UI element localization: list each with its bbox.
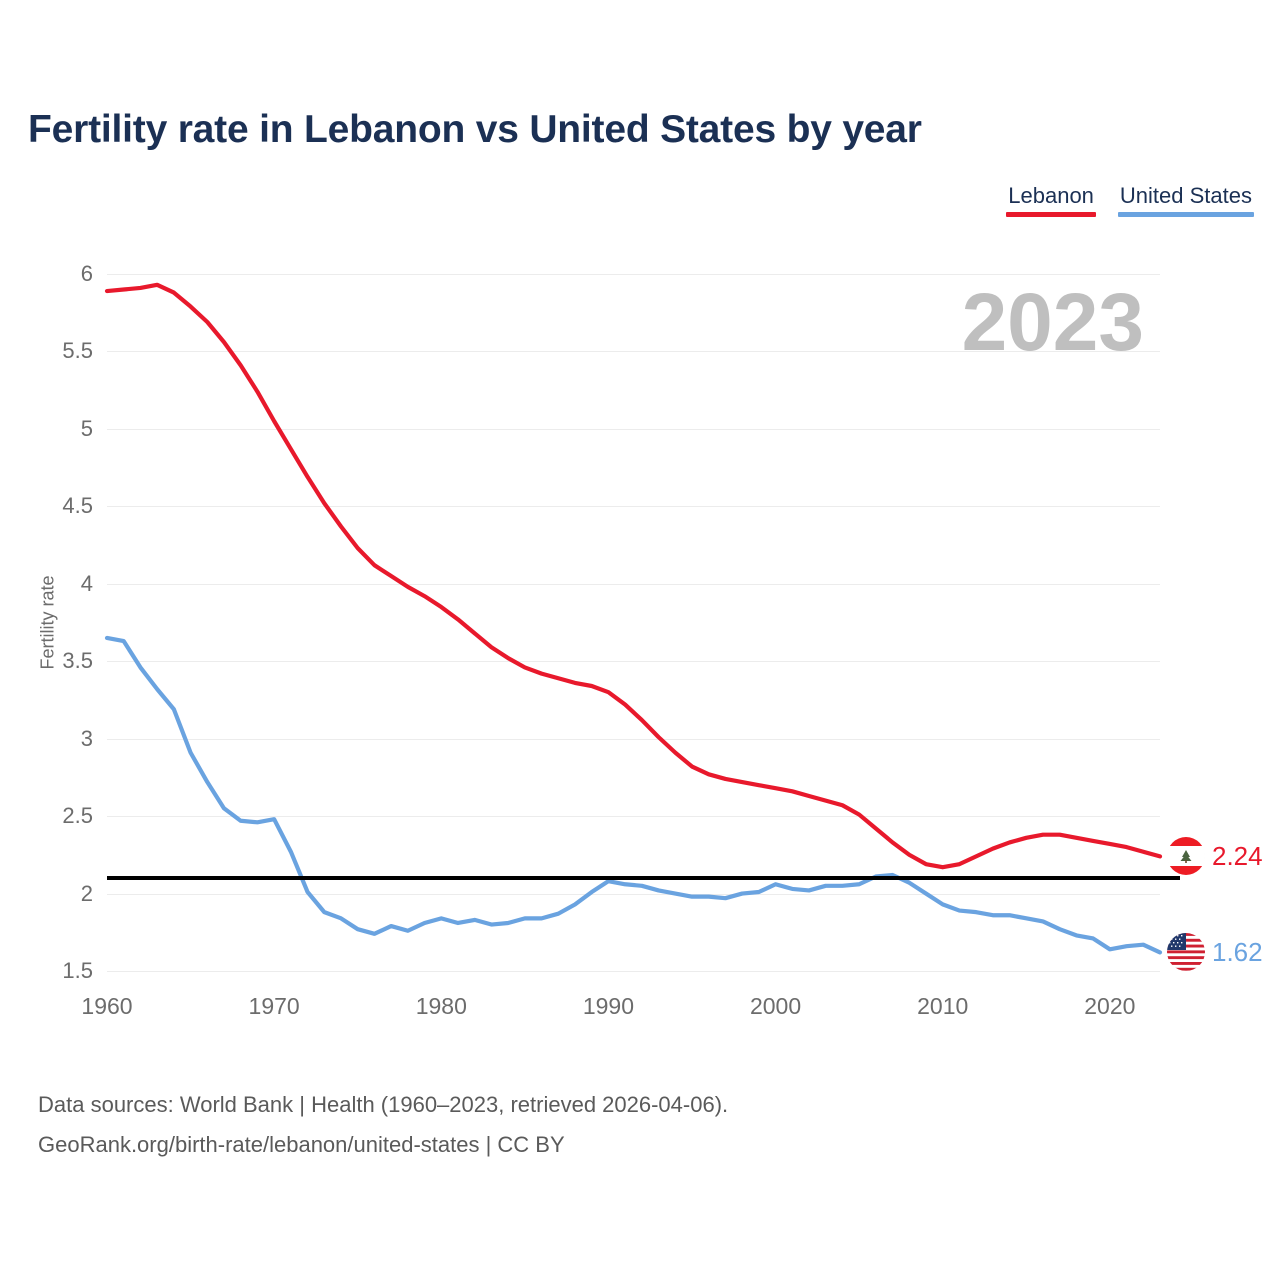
y-tick-label: 2.5 xyxy=(62,803,93,829)
x-tick-label: 1990 xyxy=(582,993,635,1019)
series-line-united-states xyxy=(104,635,1163,955)
y-tick-label: 1.5 xyxy=(62,958,93,983)
united-states-flag-icon xyxy=(1167,933,1205,972)
year-watermark: 2023 xyxy=(961,277,1144,368)
gridline xyxy=(107,351,1160,353)
x-tick-label: 1980 xyxy=(415,993,467,1019)
gridline xyxy=(107,816,1160,818)
legend-rule-united-states xyxy=(1117,212,1254,217)
series-layer xyxy=(104,282,1163,955)
gridline xyxy=(107,971,1160,972)
y-tick-label: 2 xyxy=(80,880,93,906)
series-line-lebanon xyxy=(104,282,1163,870)
x-tick-label: 1960 xyxy=(81,993,133,1019)
end-label-united-states: 1.62 xyxy=(1167,933,1263,972)
x-tick-label: 2000 xyxy=(749,993,802,1019)
gridline xyxy=(107,738,1160,740)
gridline xyxy=(107,506,1160,508)
replacement-level-line xyxy=(107,876,1180,881)
legend-item-united-states[interactable]: United States xyxy=(1117,183,1254,217)
x-tick-label: 2020 xyxy=(1084,993,1136,1019)
y-tick-label: 5.5 xyxy=(62,338,93,364)
gridline xyxy=(107,893,1160,895)
legend-label-lebanon: Lebanon xyxy=(1008,183,1094,208)
y-tick-label: 4 xyxy=(80,570,93,596)
plot-area: 1.5 2 2.5 3 3.5 4 4.5 5 5.5 6 1960 1970 1980 1990 200… xyxy=(62,261,1262,1019)
y-tick-label: 6 xyxy=(80,261,93,286)
gridline xyxy=(107,428,1160,430)
footer: Data sources: World Bank | Health (1960–… xyxy=(38,1085,728,1165)
x-tick-label: 1970 xyxy=(248,993,300,1019)
footer-data-sources: Data sources: World Bank | Health (1960–… xyxy=(38,1092,729,1117)
chart-legend: Lebanon United States xyxy=(1006,183,1254,217)
gridline xyxy=(107,274,1160,275)
y-tick-label: 3 xyxy=(80,725,93,751)
y-axis-title-text: Fertility rate xyxy=(37,575,58,670)
x-tick-label: 2010 xyxy=(917,993,969,1019)
legend-label-united-states: United States xyxy=(1119,183,1252,208)
end-label-value: 2.24 xyxy=(1212,840,1263,871)
page-title: Fertility rate in Lebanon vs United Stat… xyxy=(28,108,922,151)
end-label-lebanon: 2.24 xyxy=(1167,837,1263,876)
y-tick-label: 5 xyxy=(80,415,93,441)
footer-attribution[interactable]: GeoRank.org/birth-rate/lebanon/united-st… xyxy=(38,1132,565,1157)
legend-item-lebanon[interactable]: Lebanon xyxy=(1006,183,1096,217)
lebanon-flag-icon xyxy=(1167,837,1205,876)
gridline xyxy=(107,661,1160,663)
legend-rule-lebanon xyxy=(1006,212,1096,217)
gridline xyxy=(107,583,1160,585)
end-label-value: 1.62 xyxy=(1212,936,1263,967)
y-tick-label: 4.5 xyxy=(62,493,93,519)
y-tick-label: 3.5 xyxy=(62,648,93,674)
y-axis-title: Fertility rate xyxy=(34,274,62,971)
